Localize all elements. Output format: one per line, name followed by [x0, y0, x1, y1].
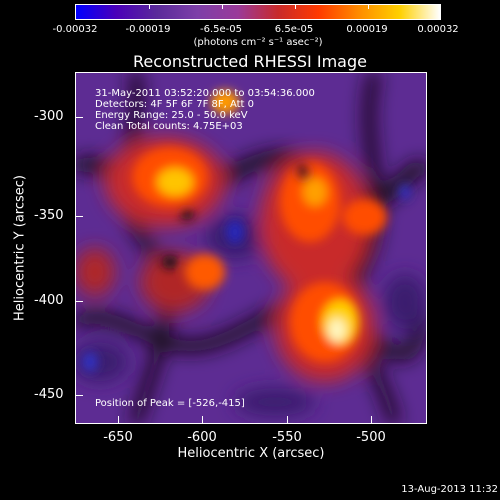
footer-date: 13-Aug-2013 11:32	[401, 484, 498, 495]
y-axis-label: Heliocentric Y (arcsec)	[12, 175, 28, 321]
x-tick	[371, 416, 372, 424]
colorbar-tick	[295, 5, 296, 9]
colorbar-label: 0.00032	[417, 24, 459, 35]
y-tick	[75, 216, 83, 217]
colorbar-label: -0.00019	[125, 24, 171, 35]
colorbar-label: -0.00032	[52, 24, 98, 35]
method-counts: Clean Total counts: 4.75E+03	[95, 121, 243, 132]
y-tick-label: -350	[34, 208, 64, 223]
y-tick	[75, 117, 83, 118]
energy-range: Energy Range: 25.0 - 50.0 keV	[95, 110, 248, 121]
x-tick-label: -500	[356, 430, 386, 445]
x-tick	[287, 416, 288, 424]
x-tick-label: -650	[103, 430, 133, 445]
y-tick	[75, 301, 83, 302]
y-tick	[75, 395, 83, 396]
colorbar-tick	[222, 5, 223, 9]
plot-title: Reconstructed RHESSI Image	[133, 52, 367, 71]
y-tick-label: -300	[34, 109, 64, 124]
y-tick-label: -450	[34, 387, 64, 402]
solar-image	[75, 72, 427, 424]
x-axis-label: Heliocentric X (arcsec)	[177, 446, 325, 461]
colorbar	[75, 4, 441, 20]
colorbar-label: -6.5e-05	[200, 24, 242, 35]
peak-position: Position of Peak = [-526,-415]	[95, 398, 245, 409]
x-tick-label: -600	[187, 430, 217, 445]
x-tick	[202, 416, 203, 424]
solar-image-canvas	[75, 72, 427, 424]
x-tick-label: -550	[272, 430, 302, 445]
colorbar-units: (photons cm⁻² s⁻¹ asec⁻²)	[193, 37, 323, 48]
colorbar-label: 6.5e-05	[274, 24, 314, 35]
colorbar-tick	[368, 5, 369, 9]
colorbar-tick	[149, 5, 150, 9]
colorbar-label: 0.00019	[346, 24, 388, 35]
y-tick-label: -400	[34, 293, 64, 308]
detectors-info: Detectors: 4F 5F 6F 7F 8F, Att 0	[95, 99, 255, 110]
x-tick	[118, 416, 119, 424]
observation-time: 31-May-2011 03:52:20.000 to 03:54:36.000	[95, 88, 315, 99]
